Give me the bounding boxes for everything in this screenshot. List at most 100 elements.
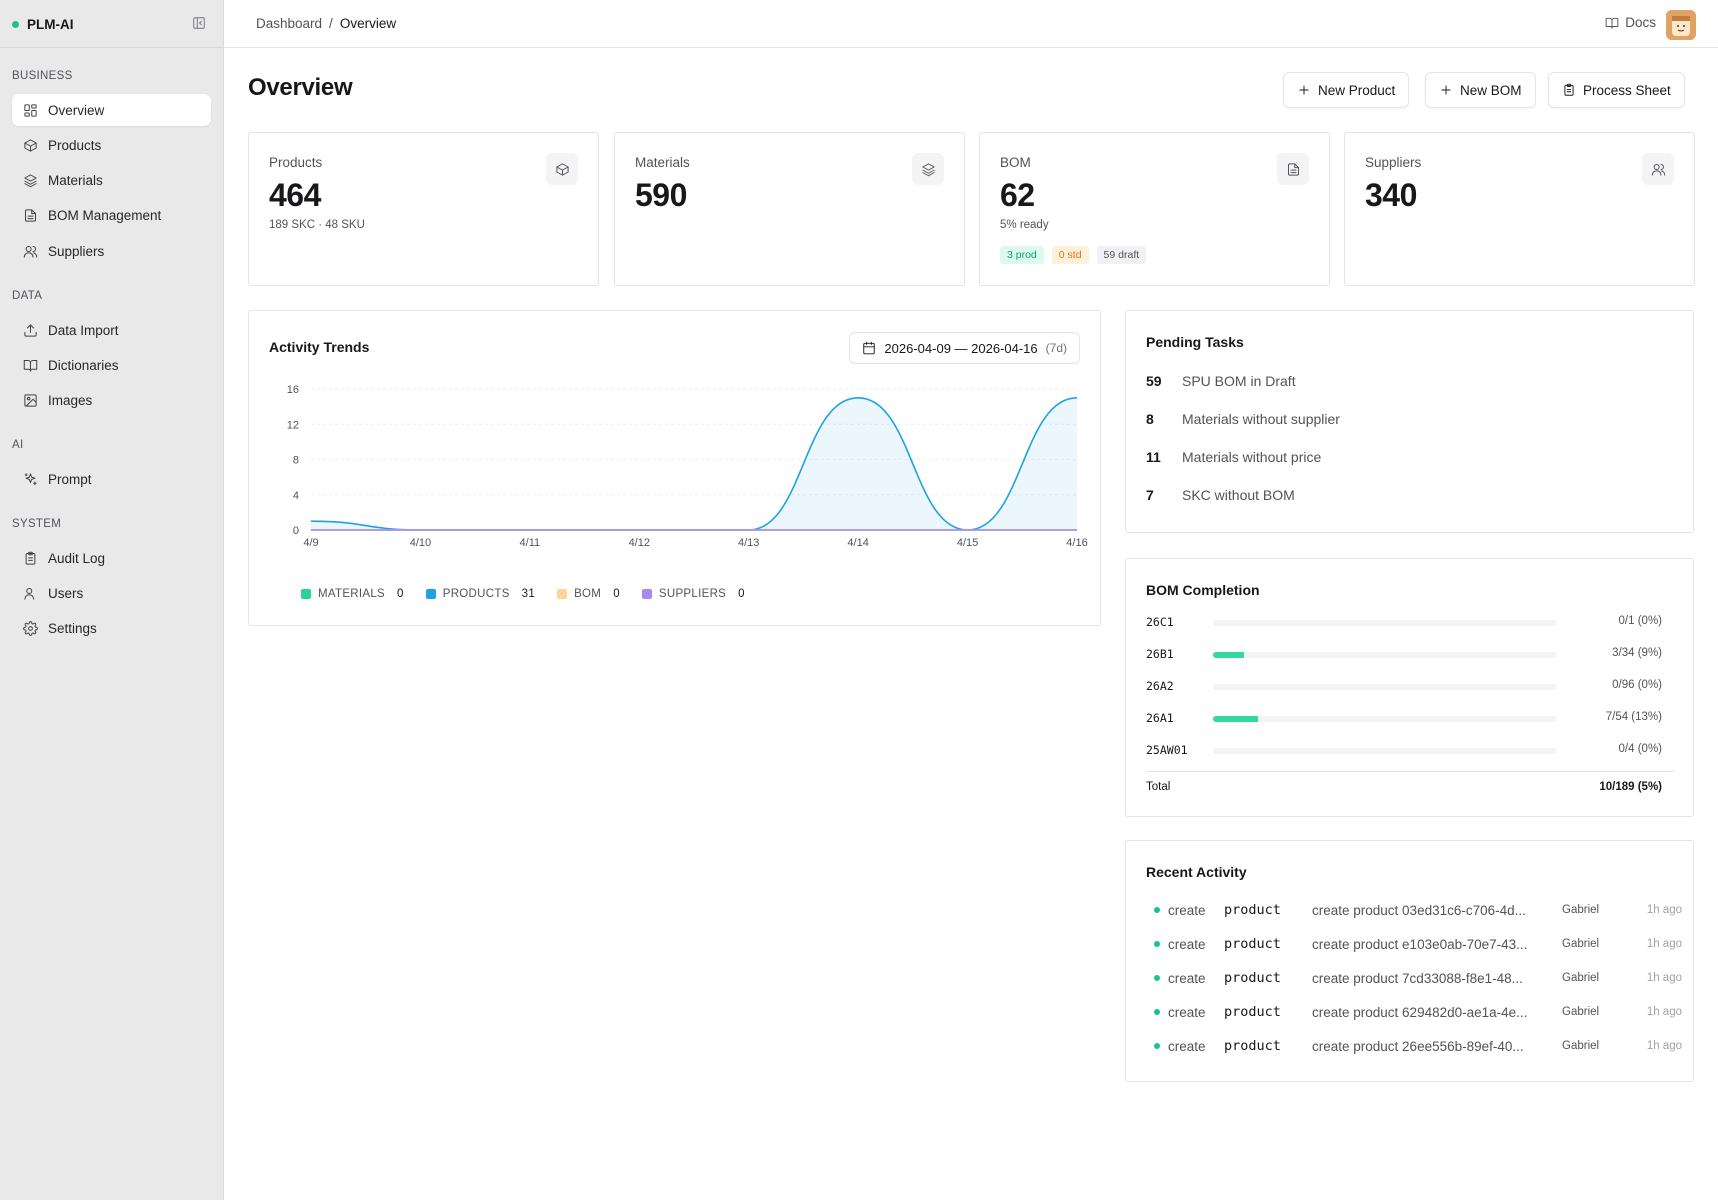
series-area-products: [311, 397, 1077, 530]
card-title: BOM Completion: [1146, 582, 1260, 598]
task-count: 8: [1146, 411, 1154, 427]
total-label: Total: [1146, 781, 1171, 793]
activity-entity: product: [1224, 902, 1281, 918]
activity-item[interactable]: create product create product 629482d0-a…: [1154, 1002, 1682, 1022]
bom-progress-row[interactable]: 26B1 3/34 (9%): [1146, 644, 1662, 664]
legend-item-suppliers[interactable]: SUPPLIERS 0: [641, 588, 745, 600]
users-icon: [1642, 153, 1674, 185]
activity-time: 1h ago: [1646, 904, 1682, 916]
date-range-days: (7d): [1045, 341, 1067, 355]
avatar[interactable]: [1666, 10, 1696, 40]
sidebar-item-images[interactable]: Images: [12, 384, 211, 416]
sidebar-item-users[interactable]: Users: [12, 577, 211, 609]
y-tick-label: 16: [287, 384, 299, 396]
new-bom-button[interactable]: New BOM: [1425, 72, 1536, 108]
sidebar-item-label: Materials: [48, 172, 103, 188]
sidebar-item-overview[interactable]: Overview: [12, 94, 211, 126]
activity-action: create: [1168, 936, 1206, 952]
sidebar-item-label: Suppliers: [48, 243, 105, 259]
stat-card-suppliers[interactable]: Suppliers 340: [1344, 132, 1695, 286]
activity-user: Gabriel: [1562, 1006, 1600, 1018]
activity-entity: product: [1224, 1004, 1281, 1020]
new-product-button[interactable]: New Product: [1283, 72, 1410, 108]
pending-task[interactable]: 8 Materials without supplier: [1146, 411, 1340, 427]
stat-card-bom[interactable]: BOM 62 5% ready 3 prod 0 std 59 draft: [979, 132, 1330, 286]
bom-progress-row[interactable]: 26A1 7/54 (13%): [1146, 708, 1662, 728]
sidebar-item-suppliers[interactable]: Suppliers: [12, 235, 211, 267]
activity-item[interactable]: create product create product 03ed31c6-c…: [1154, 900, 1682, 920]
stat-value: 464: [269, 177, 321, 213]
app-name: PLM-AI: [27, 16, 74, 32]
activity-item[interactable]: create product create product 26ee556b-8…: [1154, 1036, 1682, 1056]
pending-task[interactable]: 11 Materials without price: [1146, 449, 1321, 465]
breadcrumb-separator: /: [329, 16, 333, 31]
legend-item-materials[interactable]: MATERIALS 0: [301, 588, 404, 600]
pending-task[interactable]: 59 SPU BOM in Draft: [1146, 373, 1296, 389]
activity-time: 1h ago: [1646, 1006, 1682, 1018]
task-count: 59: [1146, 373, 1162, 389]
sidebar-item-data-import[interactable]: Data Import: [12, 314, 211, 346]
activity-trends-card: Activity Trends 2026-04-09 — 2026-04-16 …: [248, 310, 1101, 626]
x-tick-label: 4/11: [520, 537, 541, 549]
recent-activity-card: Recent Activity create product create pr…: [1125, 840, 1694, 1082]
x-tick-label: 4/16: [1066, 537, 1087, 549]
legend-label: MATERIALS: [318, 588, 386, 600]
legend-label: SUPPLIERS: [658, 588, 727, 600]
activity-entity: product: [1224, 1038, 1281, 1054]
bom-progress-row[interactable]: 26A2 0/96 (0%): [1146, 676, 1662, 696]
legend-swatch: [425, 589, 436, 599]
status-dot: [1154, 1009, 1160, 1015]
divider: [1146, 771, 1675, 772]
sidebar-item-label: BOM Management: [48, 207, 162, 223]
progress-fill: [1213, 652, 1244, 658]
activity-item[interactable]: create product create product 7cd33088-f…: [1154, 968, 1682, 988]
sidebar-item-settings[interactable]: Settings: [12, 612, 211, 644]
clipboard-icon: [23, 551, 38, 566]
pending-task[interactable]: 7 SKC without BOM: [1146, 487, 1295, 503]
stat-value: 62: [1000, 177, 1035, 213]
breadcrumb-dashboard[interactable]: Dashboard: [256, 16, 323, 31]
stat-card-products[interactable]: Products 464 189 SKC · 48 SKU: [248, 132, 599, 286]
top-bar: Dashboard / Overview Docs: [224, 0, 1718, 48]
docs-link[interactable]: Docs: [1605, 15, 1656, 30]
stat-label: Suppliers: [1365, 155, 1422, 170]
activity-description: create product e103e0ab-70e7-43...: [1312, 936, 1528, 952]
sparkles-icon: [23, 472, 38, 487]
process-sheet-button[interactable]: Process Sheet: [1548, 72, 1685, 108]
x-tick-label: 4/12: [629, 537, 650, 549]
activity-user: Gabriel: [1562, 972, 1600, 984]
sidebar-collapse-icon[interactable]: [192, 16, 206, 30]
activity-time: 1h ago: [1646, 972, 1682, 984]
sidebar-item-dictionaries[interactable]: Dictionaries: [12, 349, 211, 381]
task-count: 7: [1146, 487, 1154, 503]
bom-progress-row[interactable]: 25AW01 0/4 (0%): [1146, 740, 1662, 760]
sidebar-item-label: Prompt: [48, 471, 92, 487]
sidebar-item-products[interactable]: Products: [12, 129, 211, 161]
group-label-business: BUSINESS: [12, 70, 73, 82]
legend-item-products[interactable]: PRODUCTS 31: [425, 588, 535, 600]
sidebar-item-bom-management[interactable]: BOM Management: [12, 199, 211, 231]
activity-action: create: [1168, 1004, 1206, 1020]
sidebar-item-prompt[interactable]: Prompt: [12, 463, 211, 495]
plus-icon: [1297, 83, 1311, 97]
bom-progress-row[interactable]: 26C1 0/1 (0%): [1146, 612, 1662, 632]
app-brand[interactable]: PLM-AI: [12, 14, 74, 34]
legend-swatch: [641, 589, 652, 599]
page-title: Overview: [248, 74, 353, 101]
legend-swatch: [301, 589, 311, 599]
season-code: 26C1: [1146, 615, 1174, 629]
sidebar-item-materials[interactable]: Materials: [12, 164, 211, 196]
activity-item[interactable]: create product create product e103e0ab-7…: [1154, 934, 1682, 954]
legend-item-bom[interactable]: BOM 0: [557, 588, 620, 600]
sidebar-item-audit-log[interactable]: Audit Log: [12, 542, 211, 574]
stat-value: 340: [1365, 177, 1417, 213]
date-range-picker[interactable]: 2026-04-09 — 2026-04-16 (7d): [849, 332, 1080, 364]
sidebar-item-label: Users: [48, 585, 84, 601]
stat-card-materials[interactable]: Materials 590: [614, 132, 965, 286]
breadcrumb: Dashboard / Overview: [256, 16, 396, 31]
sidebar-item-label: Images: [48, 392, 93, 408]
status-dot: [1154, 1043, 1160, 1049]
task-label: Materials without supplier: [1182, 411, 1340, 427]
book-icon: [1605, 16, 1619, 30]
progress-track: [1213, 652, 1557, 658]
